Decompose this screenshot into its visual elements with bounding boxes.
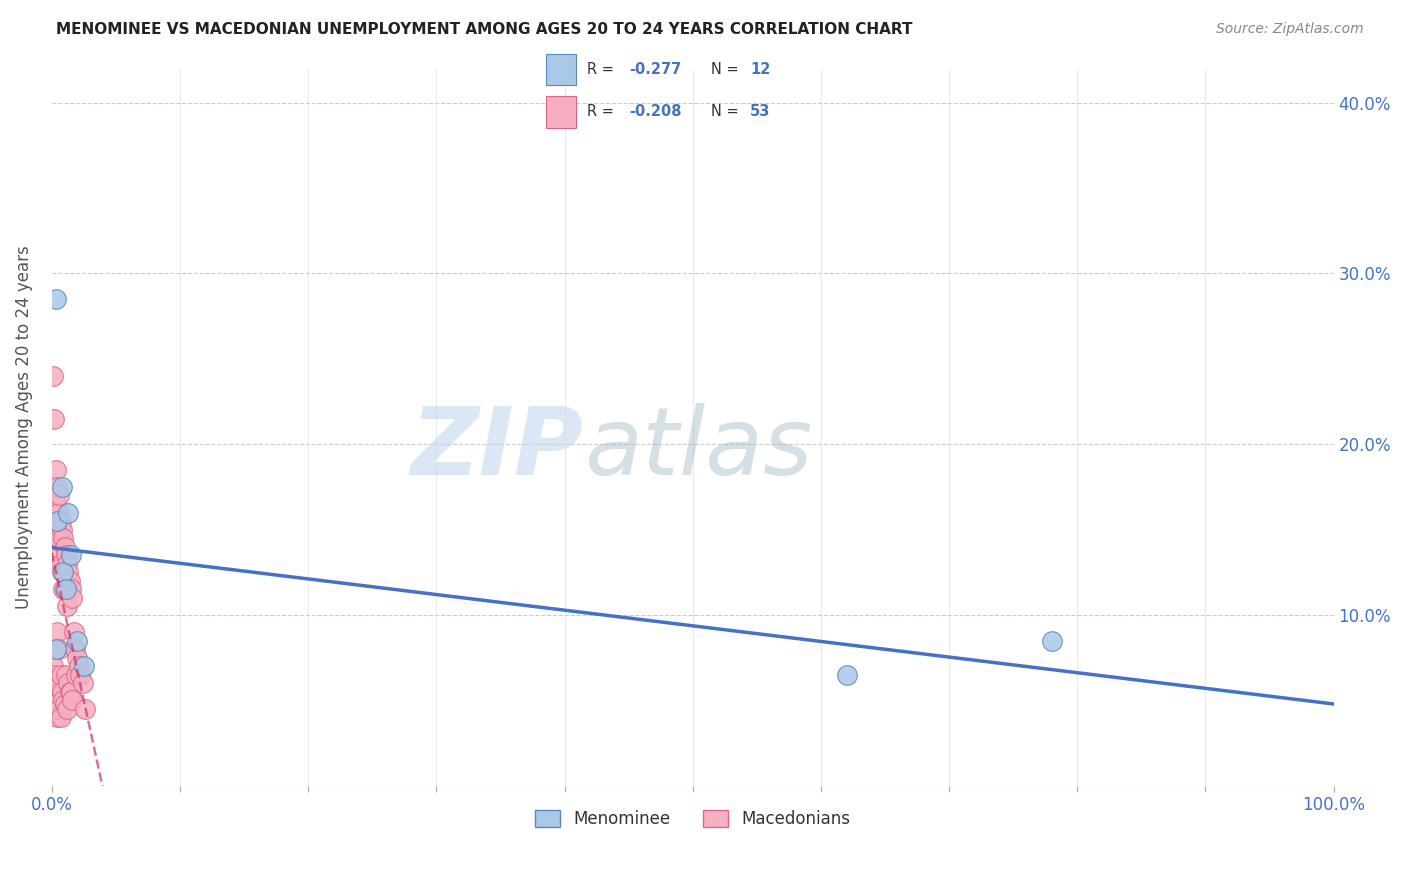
Point (58, 506, 80, 520)
Point (56, 599, 79, 614)
Point (73, 659, 96, 673)
Point (69, 667, 91, 681)
Point (45, 514, 67, 528)
Point (52, 566, 75, 580)
FancyBboxPatch shape (546, 54, 575, 85)
Point (53, 540, 76, 554)
Text: MENOMINEE VS MACEDONIAN UNEMPLOYMENT AMONG AGES 20 TO 24 YEARS CORRELATION CHART: MENOMINEE VS MACEDONIAN UNEMPLOYMENT AMO… (56, 22, 912, 37)
Point (51, 566, 73, 580)
Point (45, 710, 67, 724)
Point (48, 531, 70, 545)
Point (52, 582, 75, 597)
Point (46, 548, 69, 562)
Point (58, 566, 80, 580)
Point (49, 710, 72, 724)
Text: N =: N = (711, 104, 744, 120)
FancyBboxPatch shape (546, 96, 575, 128)
Point (72, 676, 94, 690)
Point (66, 633, 89, 648)
Point (46, 680, 69, 694)
Point (49, 514, 72, 528)
Point (55, 582, 77, 597)
Text: ZIP: ZIP (411, 402, 583, 495)
Point (53, 697, 76, 711)
Point (46, 506, 69, 520)
Point (59, 685, 82, 699)
Point (45, 531, 67, 545)
Point (44, 411, 66, 425)
Point (52, 693, 75, 707)
Point (45, 480, 67, 494)
Point (42, 659, 65, 673)
Point (45, 463, 67, 477)
Point (60, 693, 83, 707)
Point (67, 659, 90, 673)
Point (52, 531, 75, 545)
Point (62, 625, 84, 640)
Point (44, 667, 66, 681)
Point (42, 368, 65, 383)
Point (49, 557, 72, 571)
Point (58, 676, 80, 690)
Point (55, 667, 77, 681)
Point (59, 582, 82, 597)
Point (51, 523, 73, 537)
Point (51, 685, 73, 699)
Point (51, 480, 73, 494)
Text: N =: N = (711, 62, 744, 77)
Text: Source: ZipAtlas.com: Source: ZipAtlas.com (1216, 22, 1364, 37)
Point (45, 292, 67, 306)
Point (48, 702, 70, 716)
Point (44, 531, 66, 545)
Text: 12: 12 (749, 62, 770, 77)
Point (45, 685, 67, 699)
Point (65, 667, 87, 681)
Point (45, 497, 67, 511)
Point (75, 702, 97, 716)
Point (56, 557, 79, 571)
Point (59, 685, 82, 699)
Point (63, 642, 86, 657)
Text: R =: R = (588, 62, 619, 77)
Point (59, 548, 82, 562)
Point (1040, 633, 1063, 648)
Point (45, 625, 67, 640)
Text: -0.208: -0.208 (628, 104, 682, 120)
Point (45, 642, 67, 657)
Point (49, 667, 72, 681)
Point (59, 574, 82, 588)
Legend: Menominee, Macedonians: Menominee, Macedonians (529, 804, 858, 835)
Point (55, 548, 77, 562)
Point (53, 582, 76, 597)
Point (48, 642, 70, 657)
Text: atlas: atlas (583, 403, 813, 494)
Text: -0.277: -0.277 (628, 62, 681, 77)
Text: R =: R = (588, 104, 619, 120)
Point (60, 591, 83, 605)
Point (66, 650, 89, 665)
Point (48, 488, 70, 502)
Text: 53: 53 (749, 104, 770, 120)
Point (56, 702, 79, 716)
Point (835, 667, 858, 681)
Y-axis label: Unemployment Among Ages 20 to 24 years: Unemployment Among Ages 20 to 24 years (15, 245, 32, 609)
